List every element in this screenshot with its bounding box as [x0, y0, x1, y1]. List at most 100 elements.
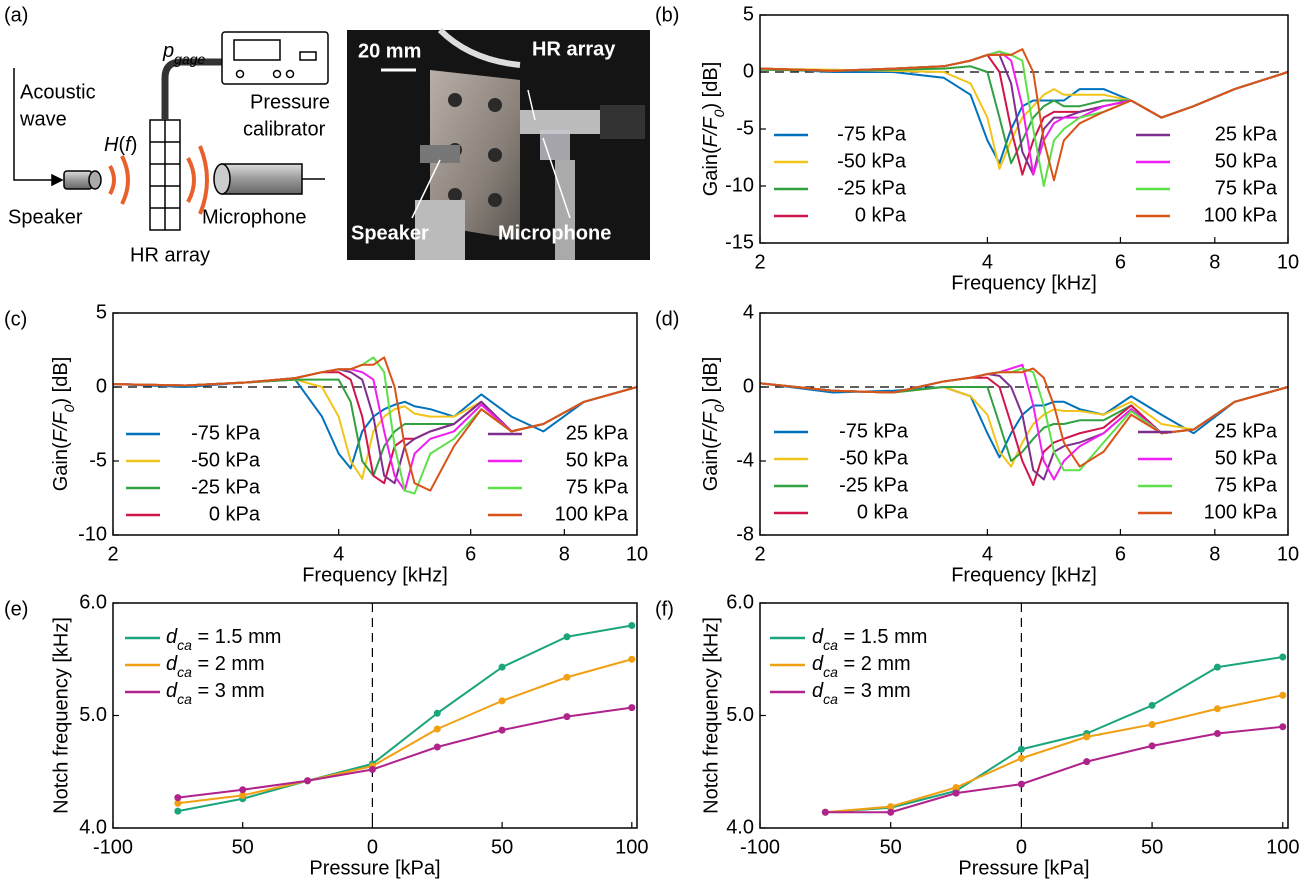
- legend-label: 75 kPa: [1215, 474, 1278, 496]
- y-tick-label: -5: [736, 117, 754, 139]
- calibrator-knob: [272, 69, 282, 79]
- legend-label: 50 kPa: [1215, 447, 1278, 469]
- marker: [563, 633, 571, 641]
- x-tick-label: 50: [880, 836, 902, 858]
- legend-label-run: ca: [177, 637, 192, 653]
- y-tick-label: -15: [725, 231, 754, 253]
- y-tick-label: 5: [743, 3, 754, 25]
- legend-label-run: = 2 mm: [838, 653, 911, 675]
- x-tick-label: 100: [615, 836, 648, 858]
- legend-label: dca = 2 mm: [166, 653, 265, 679]
- panel-label: (d): [655, 308, 679, 330]
- x-tick-label: 2: [107, 543, 118, 565]
- microphone-face: [213, 163, 231, 195]
- marker: [1083, 758, 1091, 766]
- legend-label: dca = 1.5 mm: [812, 626, 927, 652]
- marker: [821, 808, 829, 816]
- x-tick-label: 6: [1115, 251, 1126, 273]
- chart: -100 50 0 50 100 4.0 5.0 6.0: [726, 591, 1299, 858]
- legend-label: 25 kPa: [566, 422, 629, 444]
- photo-label: HR array: [532, 38, 616, 60]
- series-line: [112, 356, 638, 492]
- y-axis-label-run: Gain(: [700, 442, 722, 491]
- diagram-label: pgage: [162, 40, 205, 66]
- legend-label: 0 kPa: [209, 503, 261, 525]
- marker: [952, 789, 960, 797]
- marker: [1148, 742, 1156, 750]
- x-tick-label: 8: [1209, 251, 1220, 273]
- legend-label: -75 kPa: [837, 123, 907, 145]
- speaker-cone: [88, 170, 102, 190]
- y-axis-label-run: F/F: [50, 411, 72, 443]
- photo-mic-end: [600, 105, 645, 139]
- legend-label: 25 kPa: [1215, 123, 1278, 145]
- diagram-label-run: H: [104, 134, 119, 156]
- y-tick-label: 4.0: [79, 816, 107, 838]
- legend-label: -50 kPa: [837, 150, 907, 172]
- marker: [1279, 653, 1287, 661]
- x-tick-label: -100: [93, 836, 133, 858]
- marker: [887, 808, 895, 816]
- legend-label: dca = 2 mm: [812, 653, 911, 679]
- photo: 20 mm HR array Speaker Microphone: [347, 27, 650, 260]
- tube: [161, 58, 222, 120]
- legend-label-run: ca: [177, 664, 192, 680]
- marker: [368, 766, 376, 773]
- diagram-label-run: (: [118, 134, 125, 156]
- panel-label: (a): [4, 4, 28, 26]
- y-tick-label: -5: [89, 449, 107, 471]
- x-tick-label: 4: [333, 543, 344, 565]
- wave-left: [108, 155, 130, 205]
- marker: [1148, 721, 1156, 728]
- legend-label: 50 kPa: [566, 449, 629, 471]
- x-tick-label: 8: [1209, 543, 1220, 565]
- schematic: [13, 31, 329, 231]
- legend-label-run: ca: [177, 691, 192, 707]
- marker: [304, 777, 312, 785]
- legend-label: 0 kPa: [857, 501, 909, 523]
- legend-label-run: ca: [823, 664, 838, 680]
- legend-label: dca = 1.5 mm: [166, 626, 281, 652]
- legend-label: 100 kPa: [1204, 204, 1278, 226]
- marker: [1213, 730, 1221, 737]
- series-line: [177, 624, 632, 813]
- y-tick-label: 5.0: [726, 704, 754, 726]
- marker: [498, 663, 506, 671]
- calibrator-button: [299, 51, 317, 61]
- marker: [887, 803, 895, 811]
- marker: [433, 709, 441, 717]
- photo-speaker: [420, 145, 460, 163]
- diagram-label-run: p: [162, 40, 174, 62]
- x-axis-label: Pressure [kPa]: [958, 857, 1089, 879]
- plot-frame: [759, 602, 1289, 829]
- marker: [1083, 733, 1091, 741]
- x-axis-label: Pressure [kPa]: [309, 857, 440, 879]
- photo-base: [415, 200, 465, 260]
- series-line: [825, 725, 1283, 814]
- y-axis-label-run: 0: [711, 109, 727, 117]
- y-tick-label: -10: [725, 174, 754, 196]
- x-tick-label: 0: [1016, 836, 1027, 858]
- plot-frame: [759, 312, 1289, 536]
- series-line: [759, 367, 1289, 468]
- marker: [1279, 723, 1287, 731]
- legend-label-run: = 3 mm: [838, 680, 911, 702]
- legend-label: 0 kPa: [855, 204, 907, 226]
- y-tick-label: 0: [96, 375, 107, 397]
- wave-right: [186, 145, 209, 215]
- marker: [1017, 745, 1025, 753]
- diagram-label: wave: [19, 108, 67, 130]
- legend-label: 100 kPa: [1204, 501, 1278, 523]
- marker: [433, 743, 441, 751]
- legend-label: 75 kPa: [1215, 177, 1278, 199]
- marker: [1017, 780, 1025, 788]
- marker: [628, 622, 636, 629]
- diagram-label-run: ): [131, 134, 138, 156]
- y-axis-label-run: 0: [711, 404, 727, 412]
- y-axis-label: Notch frequency [kHz]: [50, 617, 72, 814]
- calibrator-display: [233, 39, 281, 61]
- calibrator-knob: [285, 69, 295, 79]
- y-tick-label: 0: [743, 60, 754, 82]
- diagram-label-run: f: [125, 134, 133, 156]
